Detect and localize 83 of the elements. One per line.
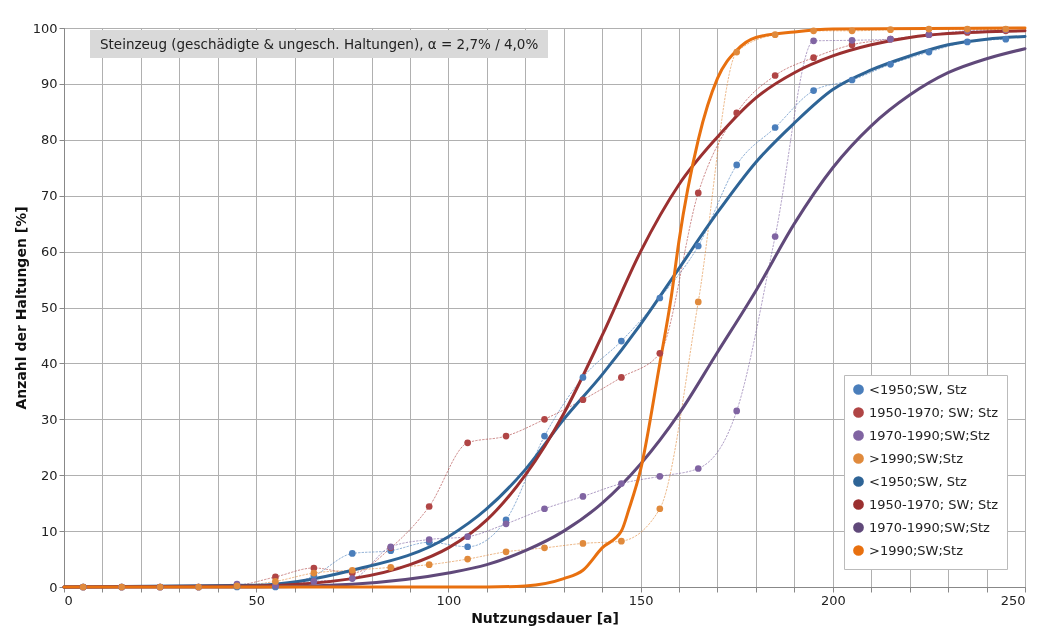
point [464, 543, 471, 551]
point [771, 124, 779, 131]
point [848, 27, 856, 35]
point [694, 189, 702, 197]
y-tick-label: 20 [40, 467, 58, 483]
point [694, 298, 702, 306]
point [656, 349, 664, 357]
point [656, 472, 664, 480]
point [771, 72, 779, 79]
point [541, 432, 548, 440]
y-tick-label: 70 [40, 188, 58, 204]
point [733, 109, 741, 117]
point [694, 242, 702, 250]
point [810, 87, 817, 94]
legend-label: <1950;SW, Stz [869, 473, 968, 489]
point [579, 396, 587, 404]
point [502, 548, 510, 556]
x-tick-label: 50 [248, 592, 265, 608]
point [733, 161, 741, 169]
point [541, 544, 548, 552]
point [348, 550, 356, 557]
x-axis-title: Nutzungsdauer [a] [471, 609, 619, 626]
point [810, 27, 817, 35]
point [618, 537, 625, 545]
point [464, 439, 471, 447]
y-tick-label: 30 [40, 411, 58, 427]
point [887, 60, 894, 68]
point [502, 432, 510, 440]
point [618, 337, 625, 345]
y-tick-label: 0 [49, 579, 58, 595]
point [464, 555, 471, 563]
x-tick-label: 250 [1000, 592, 1026, 608]
y-tick-label: 100 [32, 20, 58, 36]
point [387, 564, 395, 571]
y-tick-label: 80 [40, 132, 58, 148]
point [541, 505, 548, 513]
y-tick-label: 90 [40, 76, 58, 92]
point [464, 533, 471, 541]
point [502, 520, 510, 528]
point [618, 374, 625, 381]
point [810, 54, 817, 61]
point [425, 561, 433, 568]
point [541, 415, 548, 423]
y-tick-label: 60 [40, 244, 58, 260]
point [272, 578, 279, 585]
point [579, 540, 587, 547]
point [618, 480, 625, 487]
legend-label: 1950-1970; SW; Stz [869, 404, 999, 420]
legend-label: 1970-1990;SW;Stz [869, 427, 991, 443]
point [656, 505, 664, 513]
legend-label: >1990;SW;Stz [869, 542, 964, 558]
point [887, 26, 894, 34]
point [579, 374, 587, 381]
point [771, 31, 779, 39]
point [1002, 35, 1010, 43]
legend-label: 1950-1970; SW; Stz [869, 496, 999, 512]
point [348, 575, 356, 582]
x-tick-label: 0 [64, 592, 73, 608]
point [694, 465, 702, 472]
point [925, 48, 933, 56]
x-tick-label: 200 [820, 592, 846, 608]
y-tick-label: 50 [40, 300, 58, 315]
legend-label: 1970-1990;SW;Stz [869, 519, 991, 535]
point [656, 294, 664, 302]
x-tick-label: 150 [628, 592, 654, 608]
legend-label: >1990;SW;Stz [869, 450, 964, 466]
point [310, 578, 318, 585]
y-tick-label: 40 [40, 355, 58, 371]
point [848, 76, 856, 84]
point [733, 48, 741, 56]
point [579, 493, 587, 500]
point [771, 233, 779, 240]
point [925, 25, 933, 33]
point [425, 503, 433, 510]
legend-label: <1950;SW, Stz [869, 381, 968, 397]
y-tick-label: 10 [40, 523, 58, 539]
x-tick-label: 100 [436, 592, 462, 608]
annotation: Steinzeug (geschädigte & ungesch. Haltungen), α = 2,7% / 4,0% [90, 30, 549, 58]
point [963, 38, 971, 46]
point [733, 407, 741, 415]
point [810, 37, 817, 45]
y-axis-title: Anzahl der Haltungen [%] [12, 206, 29, 410]
point [848, 36, 856, 44]
